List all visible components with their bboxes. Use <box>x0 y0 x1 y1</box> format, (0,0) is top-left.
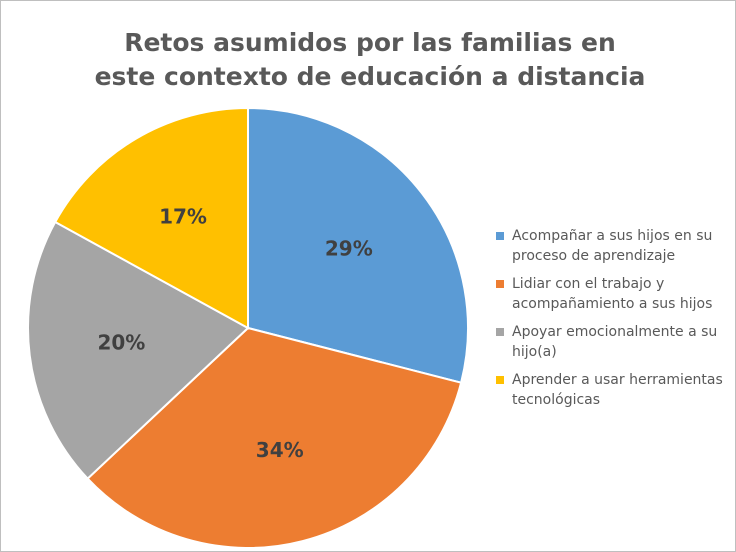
pie-slice <box>53 106 249 330</box>
legend-swatch <box>496 328 504 336</box>
legend-item: Acompañar a sus hijos en su proceso de a… <box>496 226 732 266</box>
legend-item: Lidiar con el trabajo y acompañamiento a… <box>496 274 732 314</box>
legend-item: Aprender a usar herramientas tecnológica… <box>496 370 732 410</box>
legend-swatch <box>496 232 504 240</box>
legend-label: Aprender a usar herramientas tecnológica… <box>512 372 723 408</box>
legend-swatch <box>496 280 504 288</box>
pie-slice <box>27 220 250 481</box>
legend-label: Acompañar a sus hijos en su proceso de a… <box>512 228 713 264</box>
legend-item: Apoyar emocionalmente a su hijo(a) <box>496 322 732 362</box>
data-label: 29% <box>325 236 373 260</box>
legend-swatch <box>496 376 504 384</box>
data-label: 34% <box>256 438 304 462</box>
data-label: 20% <box>97 330 145 354</box>
pie-slice <box>247 106 469 384</box>
chart-title: Retos asumidos por las familias en este … <box>94 28 646 91</box>
legend-label: Apoyar emocionalmente a su hijo(a) <box>512 324 718 360</box>
data-label: 17% <box>159 205 207 229</box>
pie-slice <box>86 326 463 549</box>
legend-label: Lidiar con el trabajo y acompañamiento a… <box>512 276 713 312</box>
legend: Acompañar a sus hijos en su proceso de a… <box>496 226 732 418</box>
